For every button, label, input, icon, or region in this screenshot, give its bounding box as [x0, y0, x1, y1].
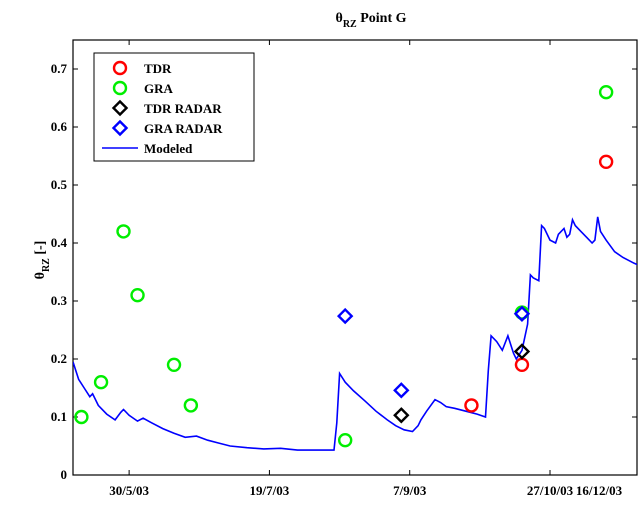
x-tick-label: 30/5/03 [109, 483, 149, 498]
chart-title: θRZ Point G [336, 11, 407, 30]
y-axis-label: θRZ [-] [33, 241, 52, 280]
x-tick-label: 16/12/03 [576, 483, 623, 498]
y-axis-label-rest: [-] [33, 241, 48, 259]
point-tdr [598, 154, 614, 170]
point-tdr-radar [393, 407, 410, 424]
point-gra [166, 357, 182, 372]
chart-title-rest: Point G [357, 11, 407, 26]
legend-label-tdr-radar: TDR RADAR [144, 101, 222, 116]
legend-swatch-gra [112, 80, 128, 96]
point-tdr-radar [513, 343, 531, 360]
chart-title-main: θ [336, 11, 343, 26]
legend-swatch-gra-radar [111, 119, 129, 137]
point-gra-radar [393, 382, 410, 399]
point-tdr [464, 398, 479, 413]
y-tick-label: 0.4 [51, 235, 68, 250]
y-tick-label: 0.1 [51, 409, 67, 424]
y-tick-label: 0.2 [51, 351, 67, 366]
point-gra [183, 398, 199, 413]
series-group [73, 84, 637, 451]
point-gra [93, 375, 109, 390]
legend-box [93, 52, 255, 162]
series-line-modeled [73, 216, 637, 451]
point-gra-radar [336, 307, 354, 325]
y-tick-label: 0.7 [51, 61, 68, 76]
legend-label-tdr: TDR [144, 61, 172, 76]
point-gra [598, 84, 614, 100]
y-tick-label: 0.3 [51, 293, 68, 308]
point-gra [116, 224, 131, 239]
x-tick-label: 7/9/03 [393, 483, 427, 498]
y-axis-label-sub: RZ [41, 258, 52, 272]
point-gra [74, 409, 89, 425]
y-tick-label: 0 [61, 467, 68, 482]
legend: TDR GRA TDR RADAR GRA RADAR Modeled [93, 52, 255, 162]
y-axis-label-main: θ [33, 272, 48, 279]
legend-label-modeled: Modeled [144, 141, 193, 156]
legend-label-gra: GRA [144, 81, 174, 96]
plot-layer: 0 0.1 0.2 0.3 0.4 0.5 0.6 0.7 30/5/03 19/7/03 7/9/… [51, 39, 638, 498]
legend-swatch-tdr-radar [111, 99, 129, 117]
point-gra-radar [513, 305, 531, 322]
y-tick-label: 0.6 [51, 119, 68, 134]
y-tick-label: 0.5 [51, 177, 68, 192]
point-tdr [514, 357, 530, 372]
chart-title-sub: RZ [343, 19, 357, 30]
point-gra [337, 433, 353, 448]
point-gra [130, 288, 145, 303]
x-tick-label: 27/10/03 [527, 483, 574, 498]
x-tick-label: 19/7/03 [250, 483, 290, 498]
plot-frame [72, 39, 638, 476]
legend-label-gra-radar: GRA RADAR [144, 121, 223, 136]
legend-swatch-tdr [112, 60, 128, 76]
